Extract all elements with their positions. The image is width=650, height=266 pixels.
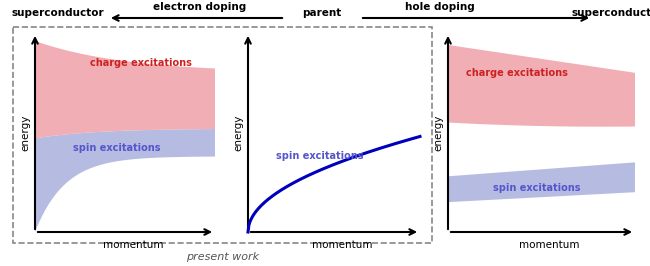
Text: spin excitations: spin excitations [276,151,363,161]
Text: energy: energy [20,114,30,151]
Polygon shape [448,162,635,202]
Text: superconductor: superconductor [12,8,104,18]
Polygon shape [35,41,215,139]
Text: electron doping: electron doping [153,2,246,12]
Text: energy: energy [233,114,243,151]
Text: spin excitations: spin excitations [493,183,580,193]
Polygon shape [35,129,215,232]
Text: energy: energy [433,114,443,151]
Text: momentum: momentum [519,240,580,250]
Text: spin excitations: spin excitations [73,143,161,153]
Text: momentum: momentum [103,240,163,250]
Text: superconductor: superconductor [572,8,650,18]
Text: charge excitations: charge excitations [90,58,192,68]
Text: present work: present work [186,252,259,262]
Text: charge excitations: charge excitations [466,68,568,78]
Text: parent: parent [302,8,342,18]
Polygon shape [448,45,635,127]
Text: momentum: momentum [312,240,372,250]
Text: hole doping: hole doping [405,2,475,12]
